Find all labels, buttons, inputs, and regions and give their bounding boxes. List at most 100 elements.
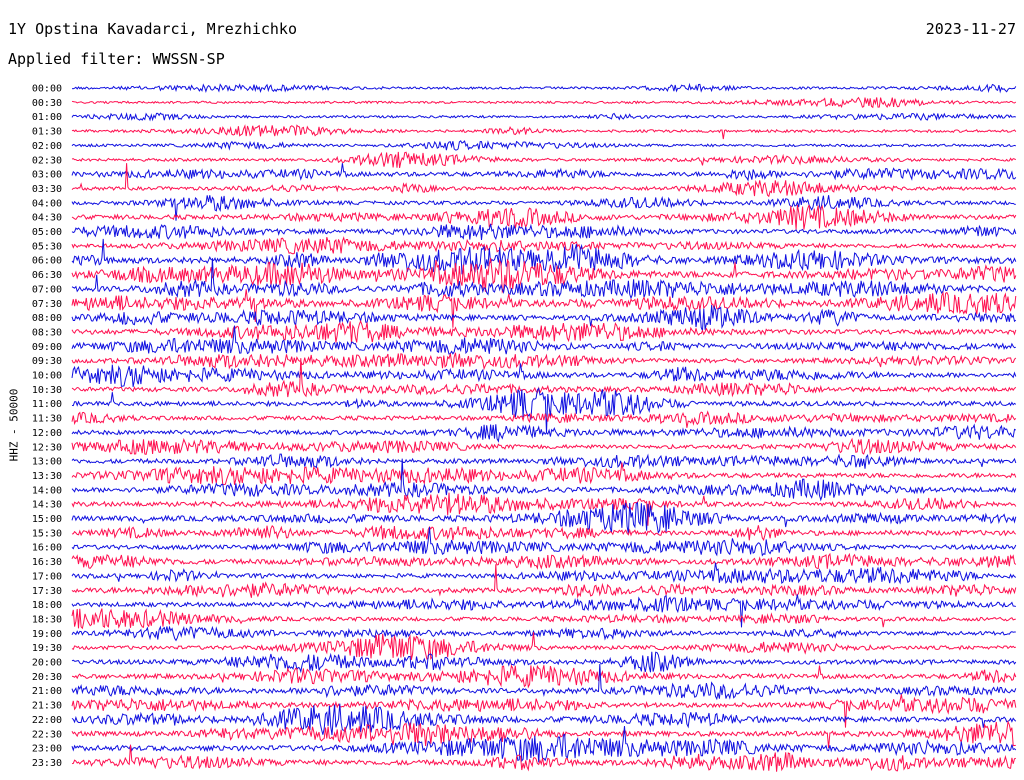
trace-line	[71, 319, 1017, 344]
trace-line	[71, 462, 1017, 486]
row-time-label: 03:00	[32, 170, 62, 181]
trace-line	[71, 410, 1017, 428]
row-time-label: 16:00	[32, 543, 62, 554]
trace-line	[71, 632, 1016, 661]
row-time-label: 18:30	[32, 614, 62, 625]
trace-line	[71, 562, 1017, 585]
trace-line	[71, 305, 1017, 331]
trace-line	[71, 524, 1017, 541]
trace-line	[71, 352, 1017, 371]
trace-line	[71, 163, 1017, 198]
row-time-label: 21:30	[32, 701, 62, 712]
trace-line	[71, 163, 1017, 182]
row-time-label: 12:00	[32, 428, 62, 439]
trace-line	[71, 694, 1017, 728]
row-time-label: 09:00	[32, 342, 62, 353]
trace-line	[71, 236, 1017, 255]
trace-line	[71, 96, 1017, 109]
trace-line	[71, 124, 1017, 140]
row-time-label: 18:00	[32, 600, 62, 611]
trace-line	[71, 744, 1016, 772]
trace-line	[71, 204, 1017, 230]
trace-line	[71, 325, 1016, 355]
trace-line	[71, 82, 1017, 94]
row-time-label: 02:00	[32, 141, 62, 152]
row-time-label: 06:30	[32, 270, 62, 281]
row-time-label: 05:00	[32, 227, 62, 238]
row-time-label: 03:30	[32, 184, 62, 195]
row-time-label: 19:30	[32, 643, 62, 654]
trace-line	[71, 223, 1017, 241]
row-time-label: 13:30	[32, 471, 62, 482]
row-time-label: 14:30	[32, 500, 62, 511]
trace-line	[71, 458, 1017, 502]
row-time-label: 15:00	[32, 514, 62, 525]
row-time-label: 22:30	[32, 729, 62, 740]
row-time-label: 02:30	[32, 155, 62, 166]
row-time-label: 00:30	[32, 98, 62, 109]
trace-line	[71, 423, 1017, 443]
row-time-label: 21:00	[32, 686, 62, 697]
row-time-label: 05:30	[32, 241, 62, 252]
row-time-label: 16:30	[32, 557, 62, 568]
trace-line	[71, 703, 1017, 736]
row-time-label: 14:00	[32, 485, 62, 496]
row-time-label: 12:30	[32, 442, 62, 453]
date-label: 2023-11-27	[925, 20, 1016, 38]
trace-line	[71, 151, 1017, 168]
trace-line	[71, 140, 1016, 151]
row-time-label: 19:00	[32, 629, 62, 640]
row-time-label: 07:00	[32, 284, 62, 295]
trace-line	[71, 453, 1017, 470]
row-time-label: 23:30	[32, 758, 62, 769]
trace-line	[71, 387, 1017, 434]
row-time-label: 08:00	[32, 313, 62, 324]
trace-line	[71, 664, 1017, 689]
row-time-label: 09:30	[32, 356, 62, 367]
trace-line	[71, 363, 1017, 387]
row-time-label: 10:30	[32, 385, 62, 396]
trace-line	[71, 663, 1017, 701]
trace-line	[71, 257, 1017, 294]
row-time-label: 17:00	[32, 571, 62, 582]
trace-line	[71, 526, 1017, 557]
row-time-label: 07:30	[32, 299, 62, 310]
trace-line	[71, 501, 1017, 534]
trace-line	[71, 112, 1016, 122]
trace-line	[71, 437, 1017, 456]
row-time-label: 04:30	[32, 213, 62, 224]
row-time-label: 20:30	[32, 672, 62, 683]
row-time-label: 08:30	[32, 327, 62, 338]
row-time-label: 13:00	[32, 457, 62, 468]
row-time-label: 00:00	[32, 84, 62, 95]
row-time-label: 04:00	[32, 198, 62, 209]
row-time-label: 15:30	[32, 528, 62, 539]
row-time-label: 23:00	[32, 744, 62, 755]
row-time-label: 10:00	[32, 371, 62, 382]
trace-line	[71, 651, 1017, 674]
trace-line	[71, 720, 1016, 749]
filter-label: Applied filter: WWSSN-SP	[8, 50, 225, 68]
trace-line	[71, 625, 1016, 642]
trace-line	[71, 289, 1017, 328]
row-time-label: 11:00	[32, 399, 62, 410]
row-time-label: 22:00	[32, 715, 62, 726]
trace-line	[71, 564, 1017, 599]
row-time-label: 06:00	[32, 256, 62, 267]
trace-line	[71, 726, 1017, 763]
trace-line	[71, 608, 1016, 630]
row-time-label: 11:30	[32, 414, 62, 425]
trace-line	[71, 195, 1016, 221]
trace-line	[71, 358, 1017, 398]
row-time-label: 01:30	[32, 127, 62, 138]
trace-line	[71, 492, 1017, 526]
row-time-label: 20:00	[32, 658, 62, 669]
trace-line	[71, 594, 1016, 628]
station-title: 1Y Opstina Kavadarci, Mrezhichko	[8, 20, 297, 38]
trace-line	[71, 552, 1017, 570]
row-time-label: 01:00	[32, 112, 62, 123]
trace-line	[71, 238, 1017, 275]
row-time-label: 17:30	[32, 586, 62, 597]
trace-line	[71, 258, 1017, 300]
